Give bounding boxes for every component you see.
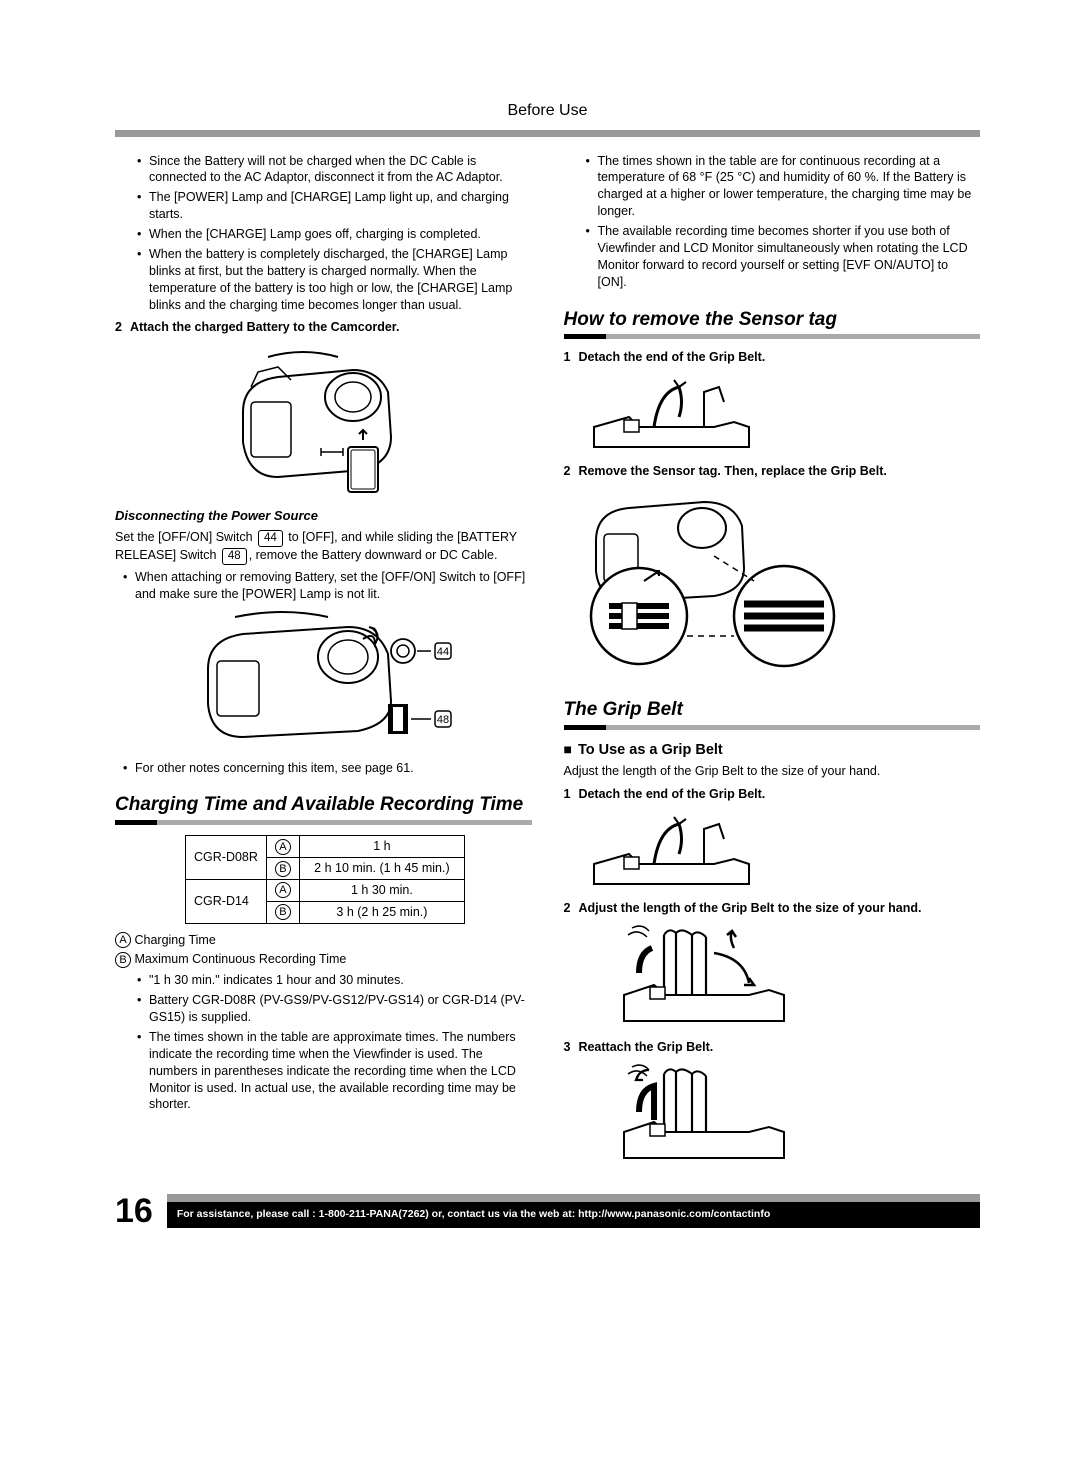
grip-adjust-illustration <box>614 923 792 1033</box>
subhead-text: To Use as a Grip Belt <box>578 742 723 758</box>
list-item: For other notes concerning this item, se… <box>123 760 532 777</box>
header-divider <box>115 130 980 137</box>
legend-b: B Maximum Continuous Recording Time <box>115 951 532 968</box>
step-text: Reattach the Grip Belt. <box>578 1039 980 1056</box>
sensor-remove-illustration <box>584 486 844 681</box>
disconnect-heading: Disconnecting the Power Source <box>115 507 532 525</box>
table-cell-label: B <box>266 857 299 879</box>
section-underline <box>564 334 981 339</box>
step-number: 2 <box>564 463 571 480</box>
grip-detach-illustration <box>584 372 759 457</box>
list-item: When the [CHARGE] Lamp goes off, chargin… <box>137 226 532 243</box>
step-text: Adjust the length of the Grip Belt to th… <box>578 900 980 917</box>
text-fragment: , remove the Battery downward or DC Cabl… <box>249 548 498 562</box>
table-cell-label: A <box>266 879 299 901</box>
list-item: When the battery is completely discharge… <box>137 246 532 314</box>
camcorder-switch-illustration: 44 48 <box>193 609 453 754</box>
table-cell-model: CGR-D14 <box>186 879 267 923</box>
grip-belt-heading: The Grip Belt <box>564 697 981 723</box>
table-cell-model: CGR-D08R <box>186 836 267 880</box>
grip-subheading: To Use as a Grip Belt <box>564 740 981 761</box>
legend-text: Maximum Continuous Recording Time <box>134 952 346 966</box>
list-item: The times shown in the table are for con… <box>586 153 981 221</box>
table-cell-value: 1 h 30 min. <box>299 879 464 901</box>
table-cell-value: 2 h 10 min. (1 h 45 min.) <box>299 857 464 879</box>
table-cell-value: 1 h <box>299 836 464 858</box>
charging-notes-list: "1 h 30 min." indicates 1 hour and 30 mi… <box>115 972 532 1113</box>
sensor-step-2: 2 Remove the Sensor tag. Then, replace t… <box>564 463 981 480</box>
left-column: Since the Battery will not be charged wh… <box>115 153 532 1176</box>
grip-step-3: 3 Reattach the Grip Belt. <box>564 1039 981 1056</box>
list-item: The available recording time becomes sho… <box>586 223 981 291</box>
grip-step-2: 2 Adjust the length of the Grip Belt to … <box>564 900 981 917</box>
step-text: Detach the end of the Grip Belt. <box>578 349 980 366</box>
charging-heading: Charging Time and Available Recording Ti… <box>115 792 532 818</box>
table-cell-value: 3 h (2 h 25 min.) <box>299 901 464 923</box>
text-fragment: Set the [OFF/ON] Switch <box>115 530 256 544</box>
list-item: The times shown in the table are approxi… <box>137 1029 532 1113</box>
list-item: When attaching or removing Battery, set … <box>123 569 532 603</box>
page-number: 16 <box>115 1194 167 1228</box>
list-item: The [POWER] Lamp and [CHARGE] Lamp light… <box>137 189 532 223</box>
list-item: Battery CGR-D08R (PV-GS9/PV-GS12/PV-GS14… <box>137 992 532 1026</box>
disconnect-bullets: When attaching or removing Battery, set … <box>115 569 532 603</box>
sensor-step-1: 1 Detach the end of the Grip Belt. <box>564 349 981 366</box>
list-item: "1 h 30 min." indicates 1 hour and 30 mi… <box>137 972 532 989</box>
footer: 16 For assistance, please call : 1-800-2… <box>115 1194 980 1228</box>
legend-a: A Charging Time <box>115 932 532 949</box>
footer-assistance-text: For assistance, please call : 1-800-211-… <box>167 1194 980 1228</box>
section-underline <box>115 820 532 825</box>
step-number: 2 <box>564 900 571 917</box>
ref-48: 48 <box>222 548 247 565</box>
charging-table: CGR-D08R A 1 h B 2 h 10 min. (1 h 45 min… <box>185 835 465 924</box>
table-cell-label: A <box>266 836 299 858</box>
camcorder-battery-illustration <box>223 342 423 497</box>
grip-intro: Adjust the length of the Grip Belt to th… <box>564 763 981 780</box>
legend-text: Charging Time <box>134 933 215 947</box>
table-cell-label: B <box>266 901 299 923</box>
svg-text:48: 48 <box>437 714 449 726</box>
disconnect-body: Set the [OFF/ON] Switch 44 to [OFF], and… <box>115 529 532 565</box>
step-number: 3 <box>564 1039 571 1056</box>
time-notes-list: The times shown in the table are for con… <box>564 153 981 291</box>
step-text: Remove the Sensor tag. Then, replace the… <box>578 463 980 480</box>
list-item: Since the Battery will not be charged wh… <box>137 153 532 187</box>
step-number: 2 <box>115 319 122 336</box>
step-text: Attach the charged Battery to the Camcor… <box>130 319 532 336</box>
sensor-tag-heading: How to remove the Sensor tag <box>564 307 981 333</box>
step-attach-battery: 2 Attach the charged Battery to the Camc… <box>115 319 532 336</box>
grip-detach-illustration-2 <box>584 809 759 894</box>
battery-notes-list: Since the Battery will not be charged wh… <box>115 153 532 314</box>
section-underline <box>564 725 981 730</box>
see-page-note: For other notes concerning this item, se… <box>115 760 532 777</box>
step-text: Detach the end of the Grip Belt. <box>578 786 980 803</box>
ref-44: 44 <box>258 530 283 547</box>
step-number: 1 <box>564 349 571 366</box>
grip-reattach-illustration <box>614 1062 792 1170</box>
page-header-title: Before Use <box>115 100 980 122</box>
step-number: 1 <box>564 786 571 803</box>
right-column: The times shown in the table are for con… <box>564 153 981 1176</box>
svg-text:44: 44 <box>437 646 449 658</box>
grip-step-1: 1 Detach the end of the Grip Belt. <box>564 786 981 803</box>
